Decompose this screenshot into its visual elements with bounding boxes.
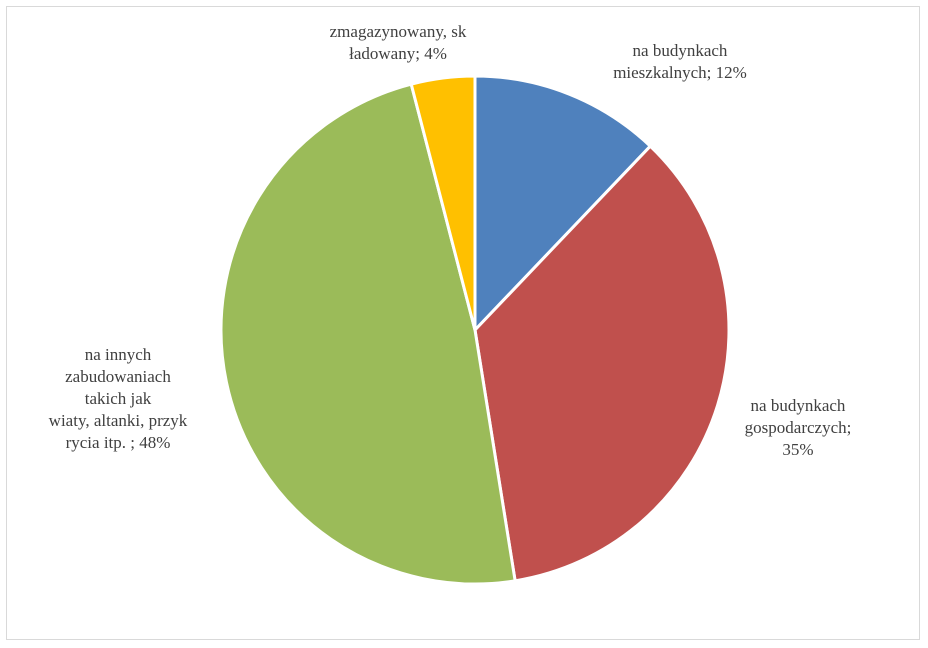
pie-slice-zmagazynowany — [409, 74, 477, 332]
data-label-zmagazynowany: zmagazynowany, sk ładowany; 4% — [329, 22, 467, 63]
data-label-mieszkalne: na budynkach mieszkalnych; 12% — [613, 41, 747, 82]
data-label-inne-zabudowania: na innych zabudowaniach takich jak wiaty… — [48, 345, 188, 452]
data-label-gospodarcze: na budynkach gospodarczych; 35% — [744, 396, 852, 459]
pie-slice-gospodarcze — [473, 144, 731, 583]
pie-slice-inne-zabudowania — [219, 82, 517, 586]
pie-slice-mieszkalne — [473, 74, 652, 332]
